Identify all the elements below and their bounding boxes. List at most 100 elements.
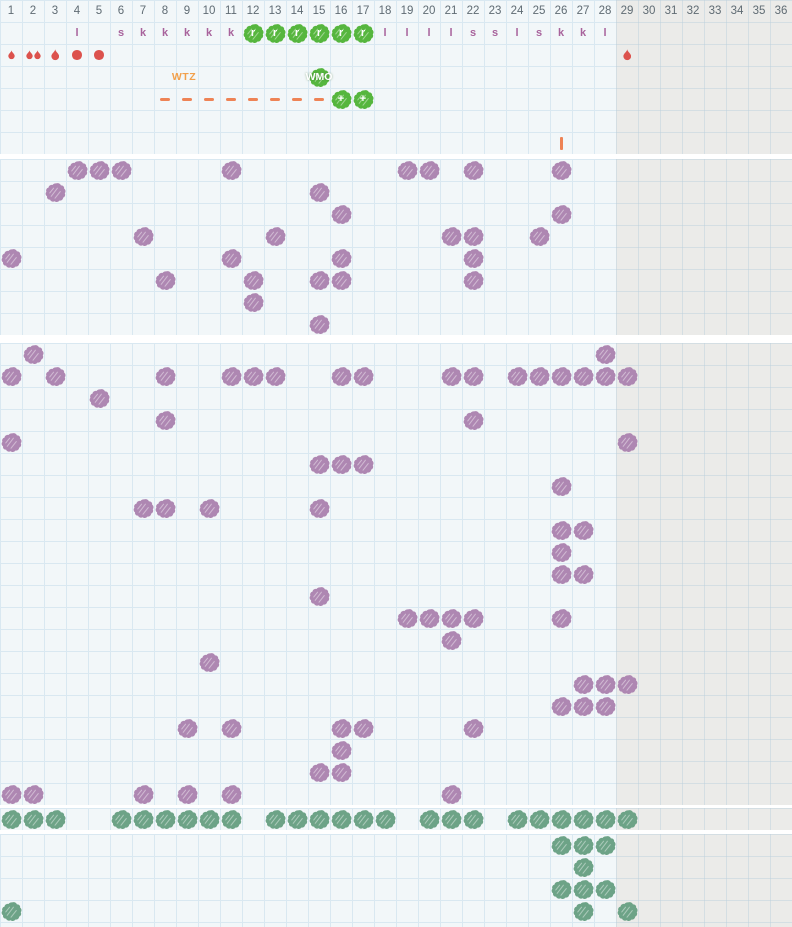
harvest-mark[interactable] [595,835,616,856]
planting-mark[interactable] [309,454,330,475]
planting-mark[interactable] [441,226,462,247]
harvest-mark[interactable] [507,809,528,830]
harvest-mark[interactable] [23,809,44,830]
planting-mark[interactable] [463,608,484,629]
planting-mark[interactable] [331,454,352,475]
planting-mark[interactable] [397,608,418,629]
sowing-week-icon[interactable]: r [243,23,264,44]
harvest-mark[interactable] [551,835,572,856]
planting-mark[interactable] [1,432,22,453]
planting-mark[interactable] [419,160,440,181]
planting-mark[interactable] [221,160,242,181]
planting-mark[interactable] [595,344,616,365]
planting-mark[interactable] [507,366,528,387]
planting-mark[interactable] [331,740,352,761]
planting-mark[interactable] [221,784,242,805]
planting-mark[interactable] [309,498,330,519]
planting-mark[interactable] [309,182,330,203]
harvest-mark[interactable] [617,901,638,922]
planting-mark[interactable] [529,226,550,247]
planting-mark[interactable] [155,270,176,291]
planting-mark[interactable] [309,314,330,335]
sowing-week-icon[interactable]: r [331,23,352,44]
harvest-mark[interactable] [595,879,616,900]
planting-mark[interactable] [551,160,572,181]
planting-mark[interactable] [89,388,110,409]
planting-mark[interactable] [243,366,264,387]
planting-mark[interactable] [573,366,594,387]
planting-mark[interactable] [331,248,352,269]
sowing-week-icon[interactable]: r [353,23,374,44]
harvest-mark[interactable] [573,835,594,856]
harvest-mark[interactable] [1,809,22,830]
harvest-mark[interactable] [595,809,616,830]
planting-mark[interactable] [463,270,484,291]
planting-mark[interactable] [155,366,176,387]
sowing-week-icon[interactable]: r [287,23,308,44]
planting-mark[interactable] [309,762,330,783]
planting-mark[interactable] [617,432,638,453]
planting-mark[interactable] [353,454,374,475]
harvest-mark[interactable] [353,809,374,830]
harvest-mark[interactable] [419,809,440,830]
planting-mark[interactable] [529,366,550,387]
planting-mark[interactable] [133,498,154,519]
harvest-mark[interactable] [133,809,154,830]
planting-mark[interactable] [331,204,352,225]
sowing-week-icon[interactable]: r [309,23,330,44]
planting-mark[interactable] [111,160,132,181]
planting-mark[interactable] [177,784,198,805]
planting-mark[interactable] [463,160,484,181]
harvest-mark[interactable] [45,809,66,830]
planting-mark[interactable] [67,160,88,181]
planting-mark[interactable] [463,248,484,269]
wmo-week-icon[interactable] [309,67,330,88]
planting-mark[interactable] [45,182,66,203]
planting-mark[interactable] [23,784,44,805]
planting-mark[interactable] [463,718,484,739]
planting-mark[interactable] [463,226,484,247]
planting-mark[interactable] [463,366,484,387]
harvest-mark[interactable] [617,809,638,830]
planting-mark[interactable] [199,498,220,519]
harvest-mark[interactable] [177,809,198,830]
planting-mark[interactable] [1,248,22,269]
harvest-mark[interactable] [529,809,550,830]
planting-mark[interactable] [441,784,462,805]
planting-mark[interactable] [331,718,352,739]
plus-week-icon[interactable]: + [353,89,374,110]
plus-week-icon[interactable]: + [331,89,352,110]
planting-mark[interactable] [551,564,572,585]
planting-mark[interactable] [221,248,242,269]
harvest-mark[interactable] [155,809,176,830]
planting-mark[interactable] [353,718,374,739]
harvest-mark[interactable] [265,809,286,830]
harvest-mark[interactable] [551,879,572,900]
planting-mark[interactable] [551,542,572,563]
harvest-mark[interactable] [573,901,594,922]
planting-mark[interactable] [155,498,176,519]
planting-mark[interactable] [265,366,286,387]
harvest-mark[interactable] [551,809,572,830]
harvest-mark[interactable] [573,879,594,900]
planting-mark[interactable] [199,652,220,673]
harvest-mark[interactable] [573,857,594,878]
planting-mark[interactable] [441,366,462,387]
planting-mark[interactable] [441,608,462,629]
planting-mark[interactable] [551,204,572,225]
planting-mark[interactable] [309,270,330,291]
harvest-mark[interactable] [463,809,484,830]
planting-mark[interactable] [243,292,264,313]
harvest-mark[interactable] [199,809,220,830]
planting-mark[interactable] [573,696,594,717]
planting-mark[interactable] [177,718,198,739]
planting-mark[interactable] [45,366,66,387]
planting-mark[interactable] [441,630,462,651]
planting-mark[interactable] [353,366,374,387]
harvest-mark[interactable] [331,809,352,830]
planting-mark[interactable] [221,366,242,387]
planting-mark[interactable] [331,270,352,291]
harvest-mark[interactable] [221,809,242,830]
harvest-mark[interactable] [309,809,330,830]
planting-mark[interactable] [89,160,110,181]
